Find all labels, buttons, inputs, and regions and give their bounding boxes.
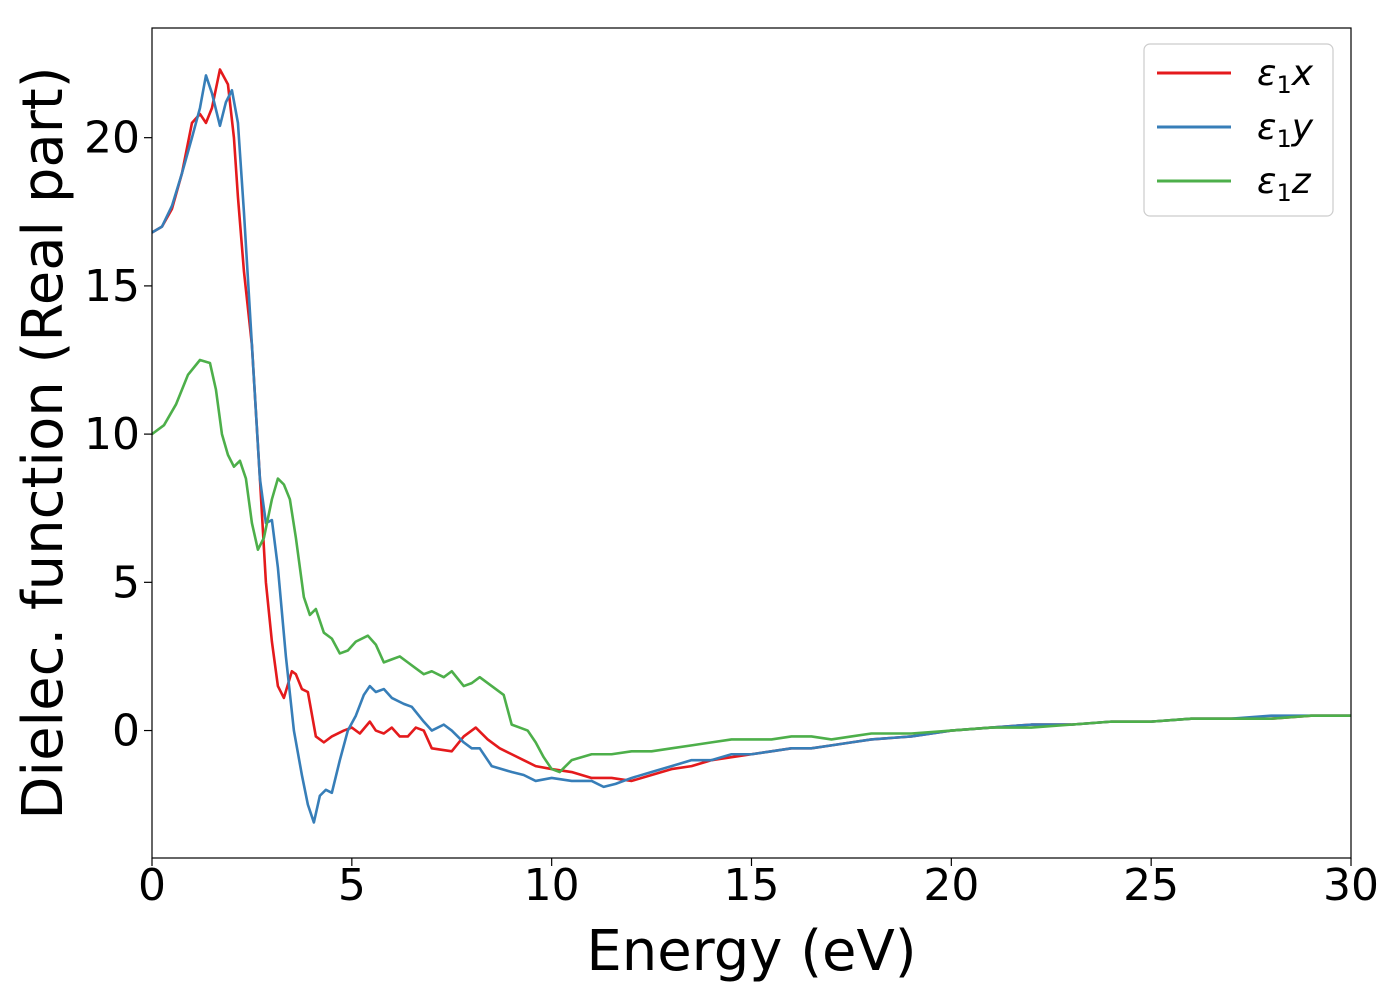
series-layer	[152, 68, 1351, 824]
x-tick-label: 30	[1323, 860, 1379, 911]
legend-label: ε1y	[1257, 107, 1314, 153]
y-tick-label: 0	[112, 706, 140, 757]
x-tick-label: 5	[338, 860, 366, 911]
series-line	[152, 358, 1351, 774]
y-axis: 0 5 10 15 20	[84, 113, 152, 757]
x-axis-title: Energy (eV)	[586, 919, 916, 984]
legend-box	[1143, 43, 1334, 217]
x-tick-label: 15	[724, 860, 780, 911]
series-line	[152, 74, 1351, 824]
legend-label: ε1x	[1257, 53, 1314, 99]
y-tick-label: 10	[84, 409, 140, 460]
x-axis: 0 5 10 15 20 25 30	[138, 858, 1379, 911]
x-tick-label: 10	[524, 860, 580, 911]
y-tick-label: 5	[112, 557, 140, 608]
y-tick-label: 20	[84, 113, 140, 164]
x-tick-label: 20	[923, 860, 979, 911]
y-tick-label: 15	[84, 261, 140, 312]
y-axis-title: Dielec. function (Real part)	[11, 66, 76, 819]
legend-label: ε1z	[1257, 161, 1312, 207]
x-tick-label: 0	[138, 860, 166, 911]
x-tick-label: 25	[1123, 860, 1179, 911]
legend: ε1x ε1y ε1z	[1143, 43, 1334, 217]
